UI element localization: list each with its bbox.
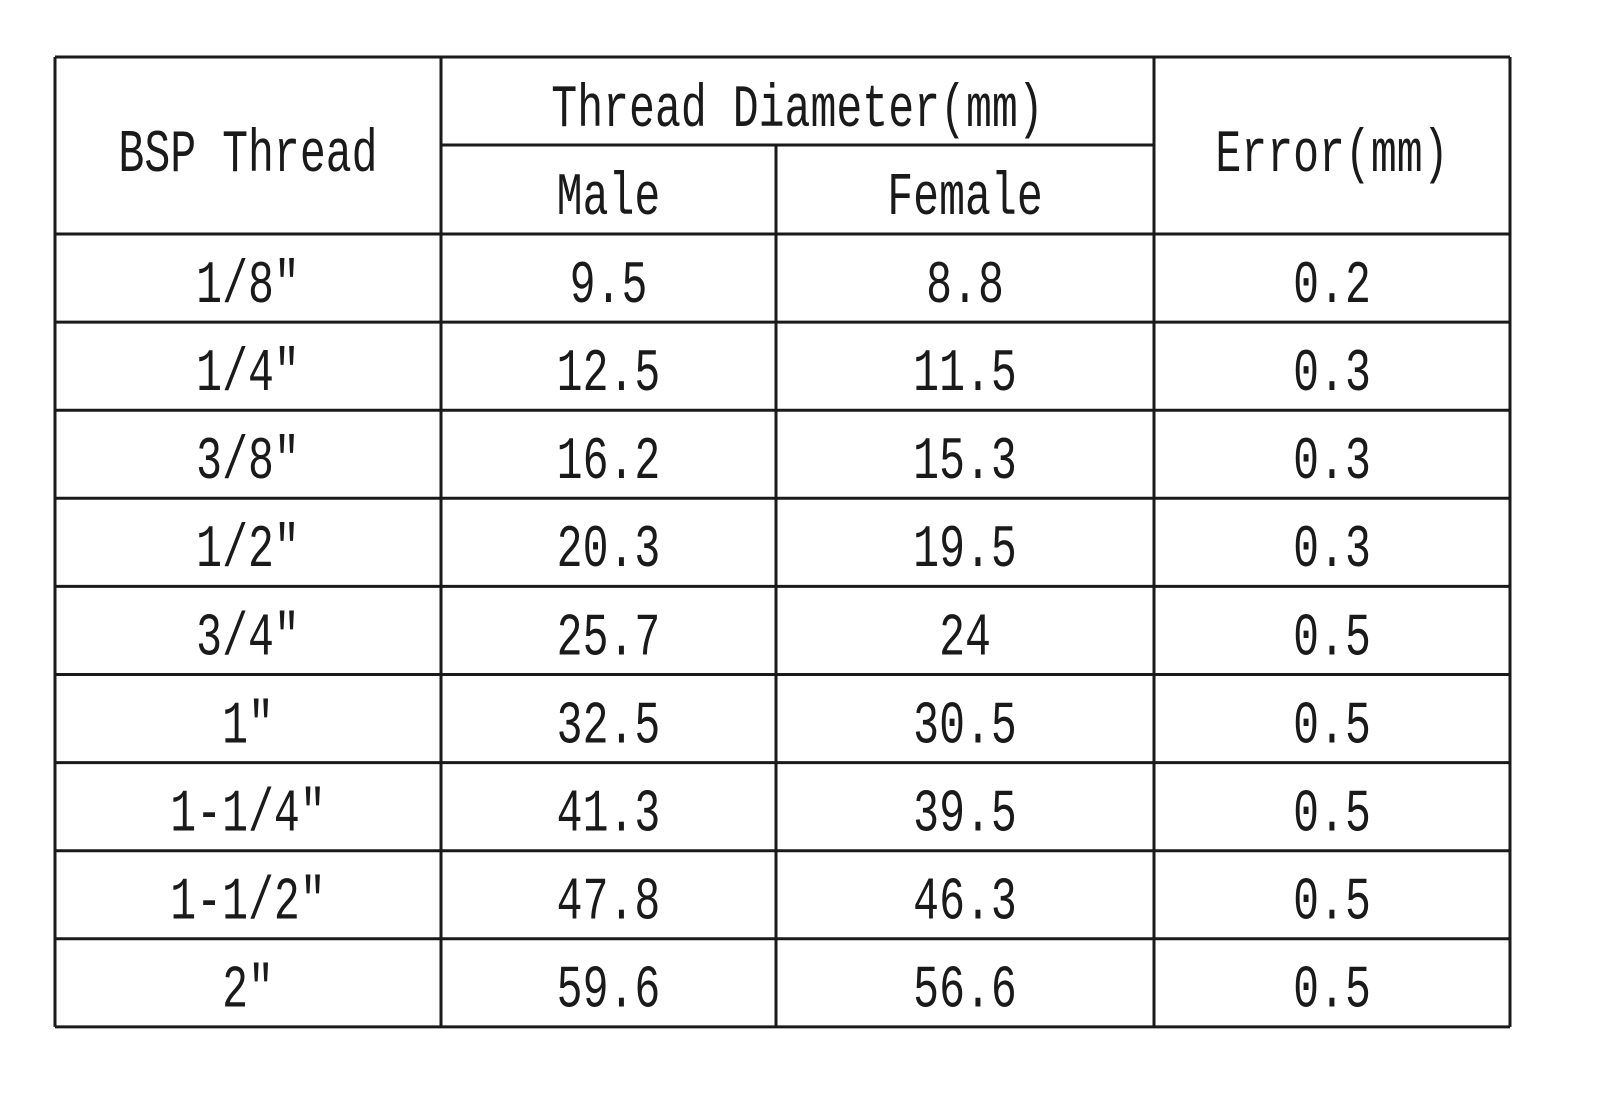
table-cell: 47.8 [557, 868, 661, 937]
table-cell: 0.3 [1293, 340, 1371, 409]
table-cell: 0.5 [1293, 692, 1371, 761]
table-cell: 19.5 [913, 516, 1017, 585]
table-cell: 8.8 [926, 251, 1004, 320]
table-cell: 12.5 [557, 340, 661, 409]
table-cell: 1/4″ [196, 340, 300, 409]
header-cell: BSP Thread [118, 120, 377, 189]
table-cell: 0.5 [1293, 868, 1371, 937]
table-cell: 0.5 [1293, 604, 1371, 673]
table-cell: 25.7 [557, 604, 661, 673]
header-cell: Male [557, 163, 661, 232]
table-cell: 0.3 [1293, 516, 1371, 585]
header-cell: Error(mm) [1215, 120, 1448, 189]
table-cell: 0.5 [1293, 956, 1371, 1025]
table-cell: 24 [939, 604, 991, 673]
header-cell: Thread Diameter(mm) [551, 75, 1043, 144]
table-cell: 11.5 [913, 340, 1017, 409]
table-cell: 16.2 [557, 428, 661, 497]
table-cell: 1/2″ [196, 516, 300, 585]
table-cell: 0.2 [1293, 251, 1371, 320]
table-cell: 1/8″ [196, 251, 300, 320]
table-cell: 46.3 [913, 868, 1017, 937]
table-cell: 20.3 [557, 516, 661, 585]
table-cell: 0.5 [1293, 780, 1371, 849]
table-cell: 41.3 [557, 780, 661, 849]
table-cell: 39.5 [913, 780, 1017, 849]
table-cell: 9.5 [570, 251, 648, 320]
table-cell: 0.3 [1293, 428, 1371, 497]
table-cell: 59.6 [557, 956, 661, 1025]
table-cell: 1-1/4″ [170, 780, 326, 849]
table-cell: 32.5 [557, 692, 661, 761]
header-cell: Female [887, 163, 1043, 232]
table-cell: 1-1/2″ [170, 868, 326, 937]
table-cell: 15.3 [913, 428, 1017, 497]
table-cell: 56.6 [913, 956, 1017, 1025]
table-cell: 30.5 [913, 692, 1017, 761]
table-cell: 3/4″ [196, 604, 300, 673]
table-cell: 1″ [222, 692, 274, 761]
table-cell: 2″ [222, 956, 274, 1025]
table-cell: 3/8″ [196, 428, 300, 497]
